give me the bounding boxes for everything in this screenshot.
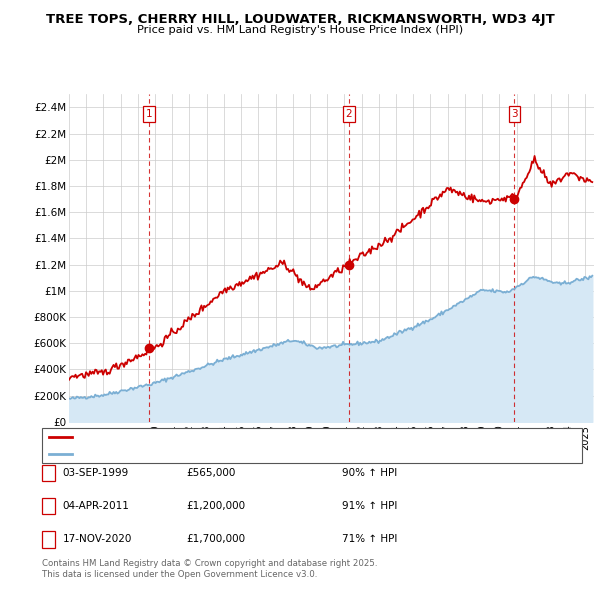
- Text: 17-NOV-2020: 17-NOV-2020: [62, 535, 132, 544]
- Text: £565,000: £565,000: [186, 468, 235, 478]
- Text: 3: 3: [45, 535, 52, 544]
- Text: TREE TOPS, CHERRY HILL, LOUDWATER, RICKMANSWORTH, WD3 4JT: TREE TOPS, CHERRY HILL, LOUDWATER, RICKM…: [46, 13, 554, 26]
- Text: £1,200,000: £1,200,000: [186, 502, 245, 511]
- Text: £1,700,000: £1,700,000: [186, 535, 245, 544]
- Text: TREE TOPS, CHERRY HILL, LOUDWATER, RICKMANSWORTH, WD3 4JT (detached house): TREE TOPS, CHERRY HILL, LOUDWATER, RICKM…: [76, 433, 484, 442]
- Text: 91% ↑ HPI: 91% ↑ HPI: [342, 502, 397, 511]
- Text: Price paid vs. HM Land Registry's House Price Index (HPI): Price paid vs. HM Land Registry's House …: [137, 25, 463, 35]
- Text: 1: 1: [146, 109, 152, 119]
- Text: 2: 2: [346, 109, 352, 119]
- Text: 2: 2: [45, 502, 52, 511]
- Text: 71% ↑ HPI: 71% ↑ HPI: [342, 535, 397, 544]
- Text: 3: 3: [511, 109, 518, 119]
- Text: HPI: Average price, detached house, Three Rivers: HPI: Average price, detached house, Thre…: [76, 449, 311, 458]
- Text: 04-APR-2011: 04-APR-2011: [62, 502, 129, 511]
- Text: Contains HM Land Registry data © Crown copyright and database right 2025.
This d: Contains HM Land Registry data © Crown c…: [42, 559, 377, 579]
- Text: 1: 1: [45, 468, 52, 478]
- Text: 03-SEP-1999: 03-SEP-1999: [62, 468, 128, 478]
- Text: 90% ↑ HPI: 90% ↑ HPI: [342, 468, 397, 478]
